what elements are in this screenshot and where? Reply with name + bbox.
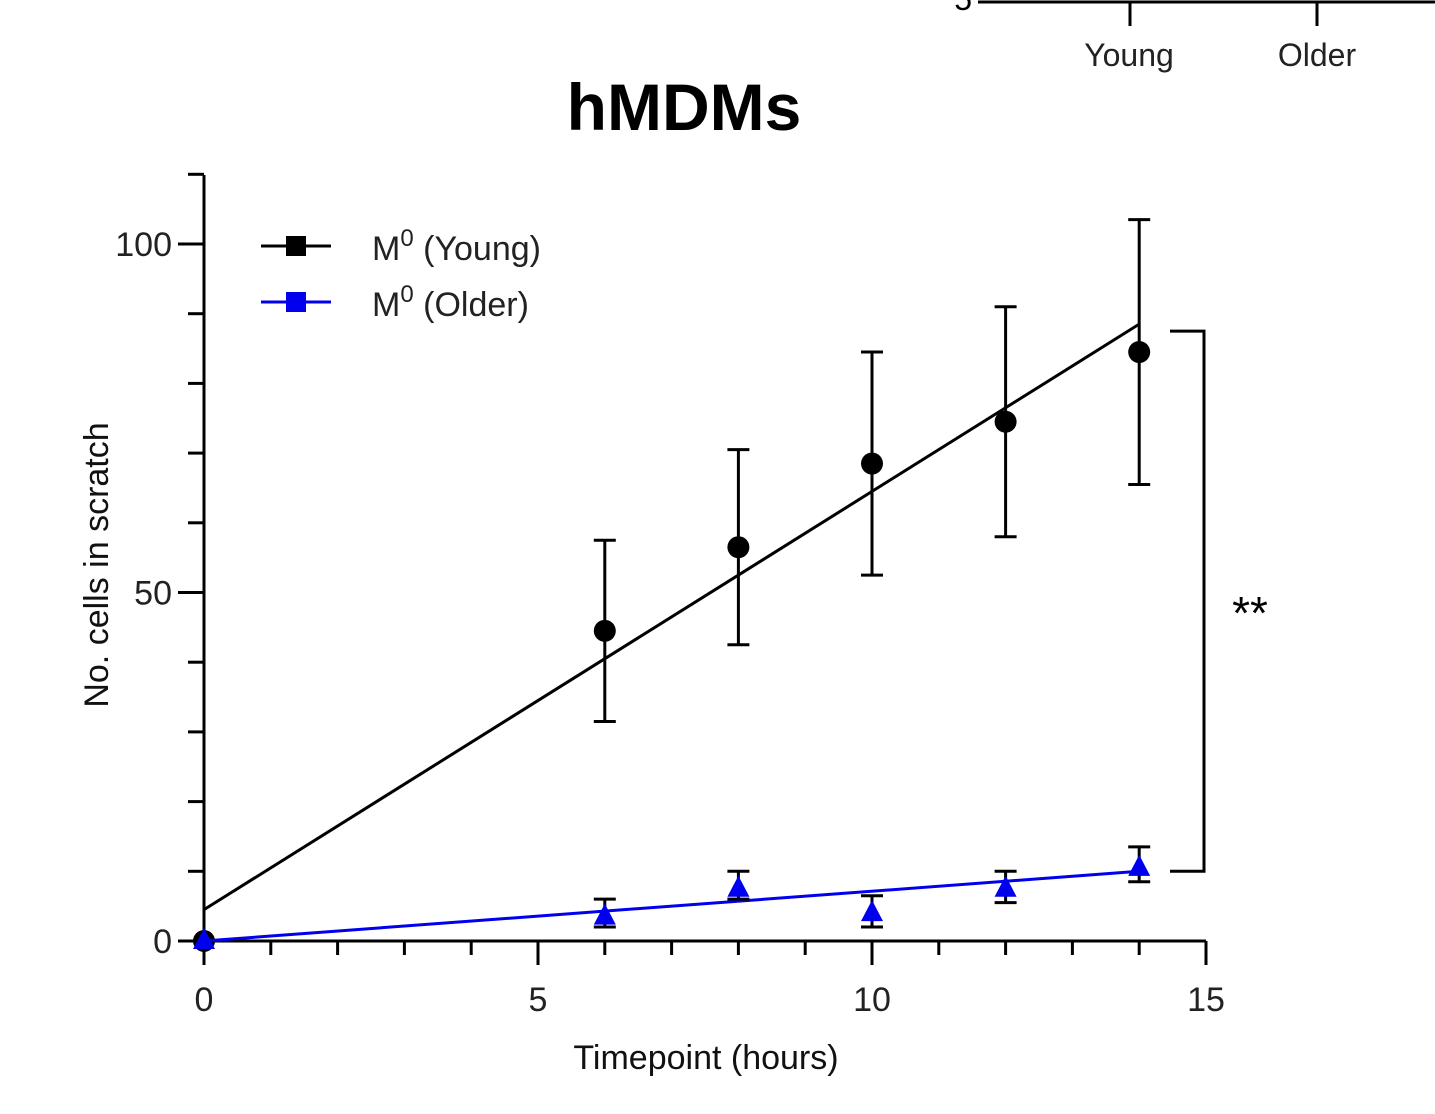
legend-label-main: M	[372, 230, 400, 268]
x-tick-label: 15	[1187, 981, 1225, 1019]
significance-label: **	[1232, 587, 1268, 639]
legend-label-suffix: (Older)	[414, 286, 529, 324]
x-tick-label: 10	[853, 981, 891, 1019]
legend-label-suffix: (Young)	[414, 230, 541, 268]
x-axis-label: Timepoint (hours)	[573, 1039, 838, 1077]
legend-label: M0 (Older)	[372, 281, 529, 324]
x-tick-label: 0	[195, 981, 214, 1019]
inset-y-tick-label: 5	[954, 0, 972, 17]
x-tick-label: 5	[529, 981, 548, 1019]
fit-line	[203, 869, 1140, 943]
significance-bracket-line	[1170, 329, 1206, 873]
y-tick-label: 100	[115, 226, 172, 264]
y-tick-label: 50	[134, 575, 172, 613]
y-tick-label: 0	[153, 923, 172, 961]
data-point	[994, 875, 1017, 897]
inset-fragment: 5 Young Older	[954, 0, 1435, 73]
fit-line	[203, 322, 1140, 911]
data-point	[1128, 341, 1151, 364]
series-1	[193, 845, 1151, 949]
data-point	[1128, 854, 1151, 876]
legend: M0 (Young)M0 (Older)	[261, 225, 541, 324]
legend-marker	[286, 292, 306, 312]
series-0	[193, 218, 1151, 952]
legend-label-main: M	[372, 286, 400, 324]
data-point	[593, 619, 616, 642]
legend-label-superscript: 0	[400, 281, 413, 308]
axes: 0 50 100 0 5 10 15	[115, 172, 1225, 1019]
data-point	[727, 536, 750, 559]
plot-marks	[193, 218, 1151, 952]
y-axis-label: No. cells in scratch	[78, 422, 116, 707]
chart-title: hMDMs	[567, 70, 802, 144]
data-point	[593, 903, 616, 925]
data-point	[861, 900, 883, 922]
inset-category-young: Young	[1084, 37, 1174, 73]
significance-bracket: **	[1170, 329, 1268, 873]
data-point	[994, 410, 1017, 433]
data-point	[193, 928, 215, 949]
legend-label: M0 (Young)	[372, 225, 541, 268]
legend-label-superscript: 0	[400, 225, 413, 252]
data-point	[727, 875, 750, 897]
inset-category-older: Older	[1278, 37, 1357, 73]
data-point	[861, 452, 883, 475]
legend-marker	[286, 236, 306, 256]
